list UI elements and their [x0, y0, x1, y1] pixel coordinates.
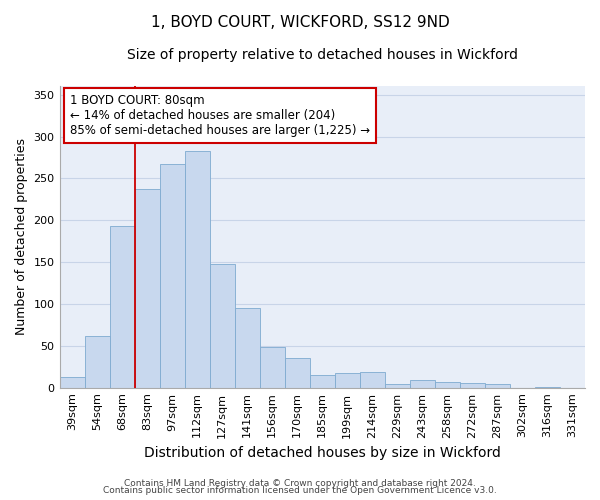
Bar [85, 336, 110, 388]
Bar [235, 308, 260, 388]
X-axis label: Distribution of detached houses by size in Wickford: Distribution of detached houses by size … [144, 446, 501, 460]
Bar [160, 164, 185, 388]
Bar [485, 384, 510, 388]
Bar [410, 380, 435, 388]
Bar [335, 374, 360, 388]
Bar [360, 372, 385, 388]
Title: Size of property relative to detached houses in Wickford: Size of property relative to detached ho… [127, 48, 518, 62]
Bar [185, 150, 209, 388]
Bar [285, 358, 310, 388]
Bar [385, 384, 410, 388]
Bar [110, 226, 134, 388]
Bar [460, 384, 485, 388]
Bar [59, 377, 85, 388]
Bar [310, 375, 335, 388]
Text: Contains HM Land Registry data © Crown copyright and database right 2024.: Contains HM Land Registry data © Crown c… [124, 478, 476, 488]
Bar [535, 387, 560, 388]
Bar [209, 264, 235, 388]
Text: Contains public sector information licensed under the Open Government Licence v3: Contains public sector information licen… [103, 486, 497, 495]
Text: 1 BOYD COURT: 80sqm
← 14% of detached houses are smaller (204)
85% of semi-detac: 1 BOYD COURT: 80sqm ← 14% of detached ho… [70, 94, 370, 137]
Y-axis label: Number of detached properties: Number of detached properties [15, 138, 28, 336]
Bar [260, 348, 285, 388]
Bar [134, 190, 160, 388]
Text: 1, BOYD COURT, WICKFORD, SS12 9ND: 1, BOYD COURT, WICKFORD, SS12 9ND [151, 15, 449, 30]
Bar [435, 382, 460, 388]
